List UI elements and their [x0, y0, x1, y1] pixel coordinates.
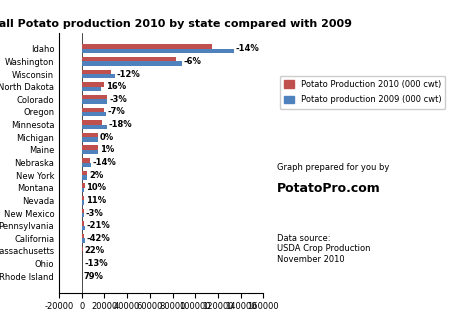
- Text: 16%: 16%: [106, 82, 126, 91]
- Bar: [82, 95, 107, 99]
- Bar: [82, 112, 105, 116]
- Bar: [82, 213, 84, 217]
- Text: 11%: 11%: [86, 196, 106, 205]
- Text: -12%: -12%: [117, 70, 141, 79]
- Text: -6%: -6%: [184, 57, 202, 66]
- Text: -18%: -18%: [109, 120, 132, 129]
- Text: 10%: 10%: [86, 183, 106, 192]
- Bar: [82, 145, 98, 150]
- Text: -3%: -3%: [86, 209, 104, 217]
- Bar: [82, 226, 84, 230]
- Bar: [82, 44, 212, 49]
- Text: -3%: -3%: [109, 95, 127, 104]
- Bar: [82, 87, 101, 91]
- Bar: [82, 61, 182, 66]
- Bar: [82, 238, 85, 243]
- Bar: [82, 120, 102, 124]
- Text: -14%: -14%: [93, 158, 116, 167]
- Bar: [82, 99, 108, 104]
- Bar: [82, 196, 84, 201]
- Text: 2%: 2%: [89, 171, 104, 180]
- Text: -13%: -13%: [84, 259, 108, 268]
- Bar: [82, 175, 87, 180]
- Text: Data source:
USDA Crop Production
November 2010: Data source: USDA Crop Production Novemb…: [277, 234, 370, 264]
- Bar: [82, 49, 234, 53]
- Bar: [82, 74, 115, 78]
- Text: -14%: -14%: [236, 44, 259, 53]
- Bar: [82, 234, 84, 238]
- Bar: [82, 201, 84, 205]
- Title: US Fall Potato production 2010 by state compared with 2009: US Fall Potato production 2010 by state …: [0, 19, 352, 29]
- Bar: [82, 82, 104, 87]
- Bar: [82, 162, 91, 167]
- Bar: [82, 133, 98, 137]
- Bar: [82, 247, 83, 251]
- Bar: [82, 108, 104, 112]
- Bar: [82, 70, 111, 74]
- Bar: [82, 183, 84, 188]
- Text: 1%: 1%: [100, 145, 114, 154]
- Text: PotatoPro.com: PotatoPro.com: [277, 182, 381, 195]
- Bar: [82, 150, 98, 154]
- Text: -7%: -7%: [107, 108, 125, 116]
- Bar: [82, 221, 84, 226]
- Bar: [82, 57, 176, 61]
- Text: 79%: 79%: [84, 272, 104, 281]
- Bar: [82, 124, 107, 129]
- Text: Graph prepared for you by: Graph prepared for you by: [277, 162, 390, 172]
- Legend: Potato Production 2010 (000 cwt), Potato production 2009 (000 cwt): Potato Production 2010 (000 cwt), Potato…: [280, 76, 445, 109]
- Bar: [82, 158, 90, 162]
- Text: 22%: 22%: [84, 246, 104, 255]
- Bar: [82, 171, 87, 175]
- Text: 0%: 0%: [99, 133, 114, 142]
- Bar: [82, 137, 98, 142]
- Text: -21%: -21%: [86, 221, 110, 230]
- Bar: [82, 188, 84, 192]
- Text: -42%: -42%: [87, 234, 111, 243]
- Bar: [82, 209, 84, 213]
